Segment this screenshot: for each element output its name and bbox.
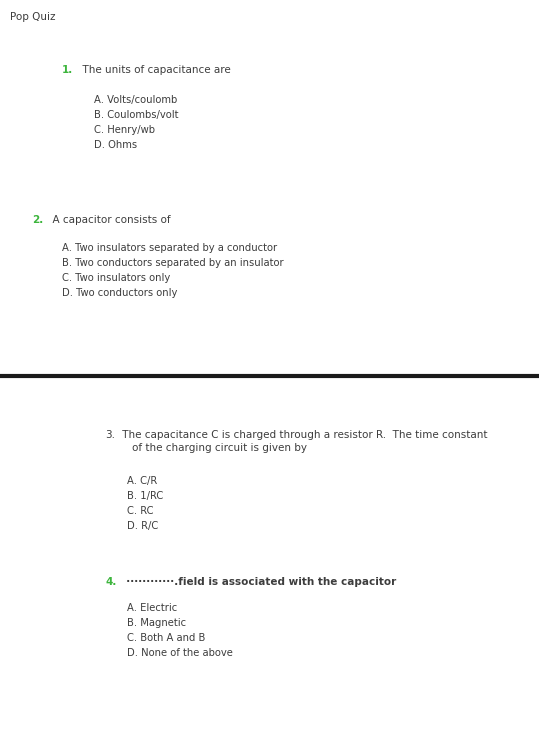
Text: B. 1/RC: B. 1/RC xyxy=(127,491,163,501)
Text: The units of capacitance are: The units of capacitance are xyxy=(76,65,231,75)
Text: B. Magnetic: B. Magnetic xyxy=(127,618,186,628)
Text: B. Two conductors separated by an insulator: B. Two conductors separated by an insula… xyxy=(62,258,284,268)
Text: Pop Quiz: Pop Quiz xyxy=(10,12,56,22)
Text: C. RC: C. RC xyxy=(127,506,153,516)
Text: The capacitance C is charged through a resistor R.  The time constant
    of the: The capacitance C is charged through a r… xyxy=(119,430,488,453)
Text: 1.: 1. xyxy=(62,65,73,75)
Text: A. Two insulators separated by a conductor: A. Two insulators separated by a conduct… xyxy=(62,243,277,253)
Text: D. Two conductors only: D. Two conductors only xyxy=(62,288,177,298)
Text: C. Two insulators only: C. Two insulators only xyxy=(62,273,170,283)
Text: D. Ohms: D. Ohms xyxy=(94,140,137,150)
Text: D. R/C: D. R/C xyxy=(127,521,158,531)
Text: 2.: 2. xyxy=(32,215,44,225)
Text: A. Electric: A. Electric xyxy=(127,603,177,613)
Text: A. Volts/coulomb: A. Volts/coulomb xyxy=(94,95,177,105)
Text: ············.field is associated with the capacitor: ············.field is associated with th… xyxy=(119,577,396,587)
Text: C. Both A and B: C. Both A and B xyxy=(127,633,205,643)
Text: C. Henry/wb: C. Henry/wb xyxy=(94,125,155,135)
Text: 3.: 3. xyxy=(105,430,115,440)
Text: D. None of the above: D. None of the above xyxy=(127,648,232,658)
Text: A capacitor consists of: A capacitor consists of xyxy=(46,215,171,225)
Text: 4.: 4. xyxy=(105,577,116,587)
Text: B. Coulombs/volt: B. Coulombs/volt xyxy=(94,110,179,120)
Text: A. C/R: A. C/R xyxy=(127,476,157,486)
